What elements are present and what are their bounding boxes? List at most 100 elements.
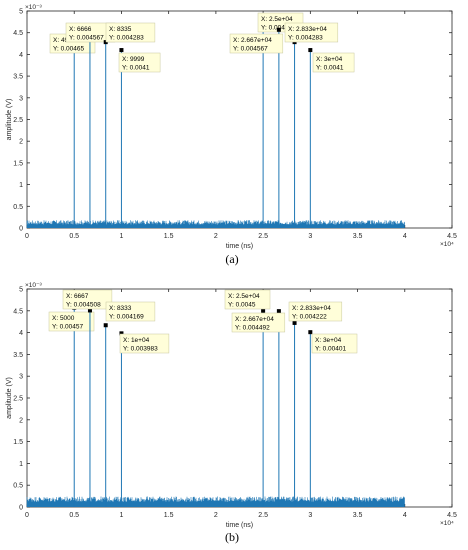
- datatip-marker: [276, 309, 281, 314]
- x-tick-label: 2.5: [258, 233, 268, 240]
- datatip-x-label: X: 2.667e+04: [235, 316, 274, 323]
- datatip-x-label: X: 1e+04: [123, 337, 150, 344]
- datatip-box: [284, 22, 339, 43]
- y-tick-label: 3: [19, 374, 23, 381]
- datatip-x-label: X: 8333: [109, 305, 132, 312]
- datatip-x-label: X: 3e+04: [315, 337, 342, 344]
- panel-caption-b: (b): [225, 530, 239, 544]
- datatip-y-label: Y: 0.0041: [316, 65, 344, 72]
- y-tick-label: 2: [19, 417, 23, 424]
- y-tick-label: 1: [19, 461, 23, 468]
- datatip-x-label: X: 2.667e+04: [233, 37, 272, 44]
- datatip-x-label: X: 2.833e+04: [292, 305, 331, 312]
- y-tick-label: 3.5: [13, 352, 23, 359]
- datatip-y-label: Y: 0.0045: [228, 302, 256, 309]
- x-axis-label: time (ns): [226, 522, 253, 529]
- noise-floor-series: [26, 220, 405, 228]
- datatip-marker: [119, 48, 124, 53]
- datatip-y-label: Y: 0.004567: [69, 35, 104, 42]
- datatip-x-label: X: 4999: [53, 37, 76, 44]
- datatip-y-label: Y: 0.004508: [66, 302, 101, 309]
- y-tick-label: 0.5: [13, 204, 23, 211]
- x-tick-label: 1.5: [164, 512, 174, 519]
- datatip-x-label: X: 8335: [109, 26, 132, 33]
- y-tick-label: 1.5: [13, 439, 23, 446]
- datatip-y-label: Y: 0.004283: [109, 35, 144, 42]
- x-tick-label: 4: [403, 233, 407, 240]
- x-tick-label: 3.5: [353, 233, 363, 240]
- datatip-y-label: Y: 0.00465: [53, 46, 84, 53]
- x-tick-label: 0.5: [69, 233, 79, 240]
- x-tick-label: 4.5: [447, 233, 457, 240]
- y-axis-label: amplitude (V): [6, 377, 13, 419]
- y-tick-label: 3.5: [13, 74, 23, 81]
- datatip-y-label: Y: 0.004283: [288, 35, 323, 42]
- datatip-x-label: X: 6666: [69, 26, 92, 33]
- datatip-marker: [103, 323, 108, 328]
- datatip-x-label: X: 3e+04: [316, 56, 343, 63]
- datatip-box: [119, 333, 170, 354]
- datatip-y-label: Y: 0.004169: [109, 314, 144, 321]
- x-tick-label: 0: [25, 512, 29, 519]
- datatip-y-label: Y: 0.00465: [261, 25, 292, 32]
- x-exponent-label: ×10⁴: [440, 520, 454, 527]
- datatip-box: [231, 312, 286, 333]
- datatip-marker: [308, 330, 313, 335]
- x-tick-label: 1.5: [164, 233, 174, 240]
- datatip-x-label: X: 6667: [66, 293, 89, 300]
- x-tick-label: 3: [308, 512, 312, 519]
- x-tick-label: 0.5: [69, 512, 79, 519]
- y-axis-label: amplitude (V): [6, 99, 13, 141]
- y-tick-label: 4: [19, 52, 23, 59]
- y-tick-label: 2: [19, 139, 23, 146]
- x-tick-label: 4: [403, 512, 407, 519]
- datatip-marker: [292, 320, 297, 325]
- x-exponent-label: ×10⁴: [440, 241, 454, 248]
- datatip-box: [229, 33, 284, 54]
- panel-b: 0 0.5 1 1.5 2 2.5 3 3.5 4 4.5 0 0.5 1 1.5 2 2.5 3 3.5 4 4.5…: [6, 282, 457, 529]
- x-tick-label: 2: [214, 512, 218, 519]
- x-tick-label: 2: [214, 233, 218, 240]
- datatip-box: [311, 333, 358, 354]
- y-tick-label: 4.5: [13, 30, 23, 37]
- datatip-marker: [119, 331, 124, 336]
- x-axis-label: time (ns): [226, 243, 253, 250]
- y-tick-label: 5: [19, 287, 23, 294]
- datatip-y-label: Y: 0.00401: [315, 346, 346, 353]
- datatip-marker: [276, 27, 281, 32]
- datatip-box: [62, 289, 113, 310]
- datatip-box: [118, 52, 161, 73]
- x-tick-label: 0: [25, 233, 29, 240]
- x-tick-label: 1: [119, 233, 123, 240]
- datatip-marker: [308, 48, 313, 53]
- x-tick-label: 3.5: [353, 512, 363, 519]
- y-tick-label: 1: [19, 182, 23, 189]
- x-tick-label: 1: [119, 512, 123, 519]
- datatip-marker: [103, 40, 108, 45]
- datatip-box: [105, 301, 156, 322]
- panel-a: 0 0.5 1 1.5 2 2.5 3 3.5 4 4.5 0 0.5 1 1.5 2 2.5 3 3.5 4 4.5…: [6, 4, 457, 250]
- datatip-y-label: Y: 0.00457: [52, 324, 83, 331]
- datatip-box: [288, 301, 343, 322]
- noise-floor-series: [26, 496, 405, 507]
- y-tick-label: 0: [19, 505, 23, 512]
- y-tick-label: 4.5: [13, 308, 23, 315]
- datatip-y-label: Y: 0.004567: [233, 46, 268, 53]
- datatip-marker: [261, 308, 266, 313]
- datatip-x-label: X: 9999: [122, 56, 145, 63]
- datatip-x-label: X: 5000: [52, 315, 75, 322]
- y-tick-label: 1.5: [13, 160, 23, 167]
- y-tick-label: 2.5: [13, 396, 23, 403]
- datatip-box: [48, 311, 95, 332]
- y-exponent-label: ×10⁻³: [25, 4, 42, 11]
- y-tick-label: 0.5: [13, 483, 23, 490]
- datatip-y-label: Y: 0.004222: [292, 314, 327, 321]
- datatip-y-label: Y: 0.004492: [235, 325, 270, 332]
- datatip-x-label: X: 2.5e+04: [261, 16, 293, 23]
- datatip-y-label: Y: 0.0041: [122, 65, 150, 72]
- datatip-box: [224, 289, 271, 310]
- panel-caption-a: (a): [225, 252, 239, 266]
- y-tick-label: 3: [19, 95, 23, 102]
- datatip-y-label: Y: 0.003983: [123, 346, 158, 353]
